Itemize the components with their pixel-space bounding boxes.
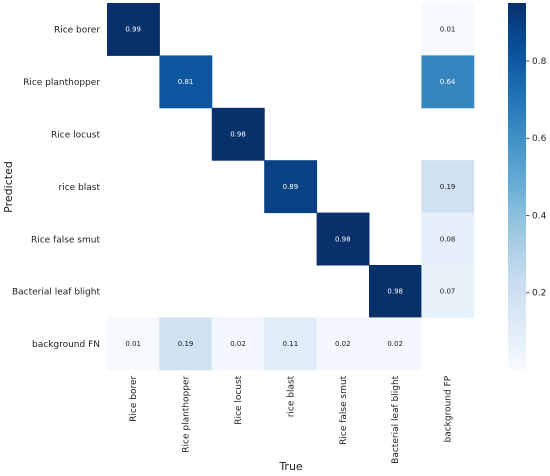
cell-value-label: 0.02 (230, 340, 246, 348)
heatmap-cell (316, 212, 370, 266)
y-tick-label: Rice borer (54, 26, 100, 36)
x-tick-label: Rice planthopper (182, 376, 192, 453)
heatmap-cell (107, 317, 160, 371)
heatmap-cell (211, 317, 265, 371)
y-tick-label: Rice planthopper (23, 78, 100, 88)
heatmap-cell (369, 265, 422, 318)
x-tick-label: rice blast (286, 375, 296, 417)
cell-value-label: 0.98 (335, 235, 351, 243)
heatmap-cell (107, 3, 160, 56)
cell-value-label: 0.01 (440, 26, 456, 34)
x-axis-tick-labels: Rice borer Rice planthopper Rice locust ric… (129, 375, 453, 464)
cell-value-label: 0.81 (178, 78, 194, 86)
x-tick-label: Rice borer (129, 376, 139, 422)
y-tick-label: Rice false smut (31, 235, 101, 245)
x-axis-label: True (278, 460, 303, 473)
heatmap-cell (159, 317, 213, 371)
y-tick-label: background FN (32, 340, 100, 350)
heatmap-cell (159, 55, 213, 109)
heatmap-cell-labels: 0.99 0.01 0.81 0.64 0.98 0.89 0.19 0.98 0.08 0.98… (125, 26, 456, 348)
colorbar-tick-label: 0.8 (532, 57, 547, 67)
x-tick-label: Bacterial leaf blight (391, 375, 401, 463)
cell-value-label: 0.64 (440, 78, 456, 86)
heatmap-cell (211, 107, 265, 161)
cell-value-label: 0.19 (178, 340, 194, 348)
cell-value-label: 0.02 (387, 340, 403, 348)
heatmap-cell (421, 265, 475, 318)
colorbar-ticks: 0.2 0.4 0.6 0.8 (526, 57, 547, 299)
heatmap-cells (107, 3, 475, 371)
cell-value-label: 0.98 (387, 288, 403, 296)
cell-value-label: 0.02 (335, 340, 351, 348)
heatmap-cell (264, 160, 318, 214)
y-tick-label: Bacterial leaf blight (12, 288, 100, 298)
heatmap-cell (369, 317, 422, 371)
heatmap-cell (264, 317, 318, 371)
cell-value-label: 0.19 (440, 183, 456, 191)
cell-value-label: 0.89 (283, 183, 299, 191)
y-tick-label: rice blast (59, 183, 101, 193)
cell-value-label: 0.11 (283, 340, 299, 348)
colorbar (508, 3, 526, 370)
heatmap-cell (421, 160, 475, 214)
cell-value-label: 0.07 (440, 288, 456, 296)
y-tick-label: Rice locust (51, 131, 100, 141)
cell-value-label: 0.98 (230, 131, 246, 139)
cell-value-label: 0.08 (440, 235, 456, 243)
heatmap-cell (316, 317, 370, 371)
heatmap-cell (421, 55, 475, 109)
colorbar-tick-label: 0.4 (532, 211, 547, 221)
colorbar-tick-label: 0.2 (532, 289, 546, 299)
cell-value-label: 0.01 (125, 340, 141, 348)
x-tick-label: Rice false smut (339, 375, 349, 445)
heatmap-cell (421, 212, 475, 266)
colorbar-tick-label: 0.6 (532, 134, 547, 144)
y-axis-label: Predicted (2, 161, 15, 213)
x-tick-label: Rice locust (234, 375, 244, 424)
x-tick-label: background FP (444, 375, 454, 442)
cell-value-label: 0.99 (125, 26, 141, 34)
y-axis-tick-labels: Rice borer Rice planthopper Rice locust ric… (12, 26, 101, 350)
heatmap-cell (421, 3, 475, 56)
